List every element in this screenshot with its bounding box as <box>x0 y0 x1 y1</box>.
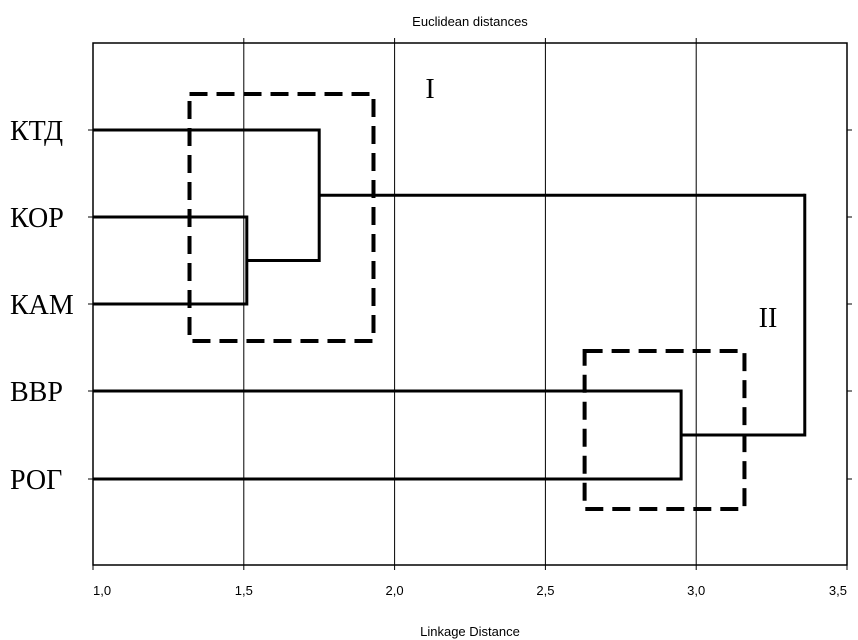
grid-layer <box>243 43 697 565</box>
leaf-label: РОГ <box>10 465 62 496</box>
leaf-label: КОР <box>10 203 64 234</box>
cluster-label: II <box>759 303 778 334</box>
leaf-label: КАМ <box>10 290 74 321</box>
leaf-label: ВВР <box>10 377 63 408</box>
x-tick-label: 3,0 <box>687 583 705 598</box>
dendrogram-tree <box>93 128 807 481</box>
cluster-box <box>582 349 747 511</box>
x-tick-label: 1,0 <box>93 583 111 598</box>
x-axis-label: Linkage Distance <box>420 624 520 639</box>
x-tick-label: 1,5 <box>235 583 253 598</box>
leaf-label: КТД <box>10 116 63 147</box>
leaf-labels: КТД КОР КАМ ВВР РОГ <box>10 116 74 496</box>
cluster-box <box>187 92 376 343</box>
chart-title: Euclidean distances <box>412 14 528 29</box>
cluster-boxes: III <box>187 74 778 511</box>
cluster-label: I <box>425 74 434 105</box>
x-tick-label: 2,0 <box>386 583 404 598</box>
x-tick-label: 2,5 <box>536 583 554 598</box>
x-axis-ticks: 1,0 1,5 2,0 2,5 3,0 3,5 <box>88 38 852 598</box>
x-tick-label: 3,5 <box>829 583 847 598</box>
